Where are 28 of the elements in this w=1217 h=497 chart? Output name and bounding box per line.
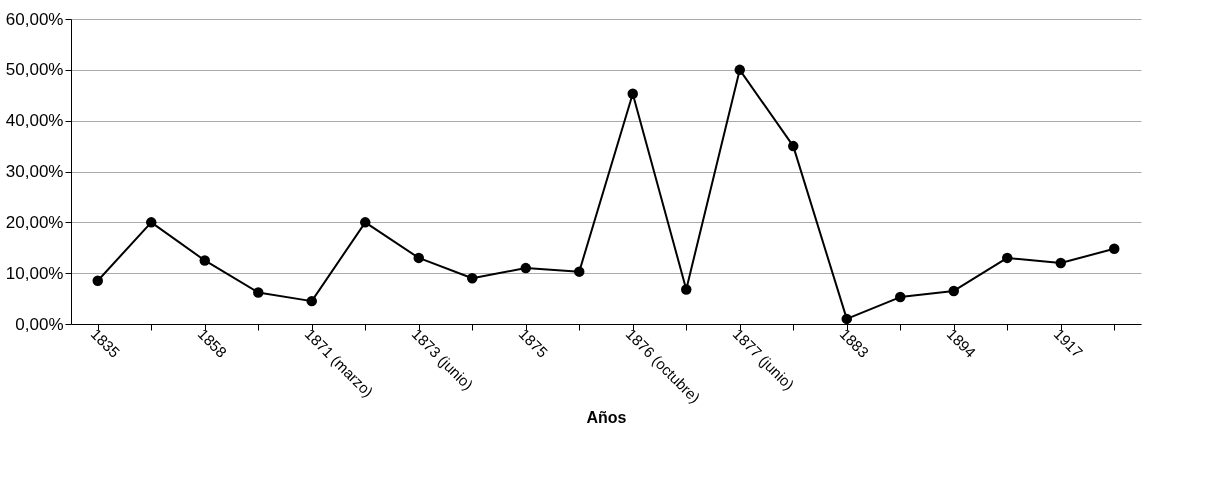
point [788, 140, 799, 152]
point [1055, 257, 1066, 269]
point [92, 275, 103, 287]
y-tick-label: 20,00% [5, 212, 64, 232]
y-tick-label: 60,00% [5, 9, 64, 29]
point [360, 217, 371, 228]
point [841, 313, 852, 325]
point [681, 284, 692, 295]
point [734, 64, 745, 76]
point [306, 295, 317, 307]
point [948, 285, 959, 297]
point [413, 252, 424, 264]
point [574, 266, 585, 277]
point [253, 287, 264, 298]
y-tick-label: 30,00% [5, 162, 64, 181]
point [895, 291, 906, 303]
point [1002, 252, 1013, 264]
y-tick-label: 50,00% [5, 60, 64, 80]
y-tick-label: 10,00% [5, 263, 64, 283]
point [199, 255, 210, 266]
point [146, 217, 157, 228]
point [1109, 243, 1120, 254]
x-axis-title: Años [586, 409, 627, 427]
point [467, 273, 478, 284]
point [520, 262, 531, 274]
y-tick-label: 40,00% [5, 111, 64, 131]
point [627, 88, 638, 99]
y-tick-label: 0,00% [15, 314, 64, 334]
